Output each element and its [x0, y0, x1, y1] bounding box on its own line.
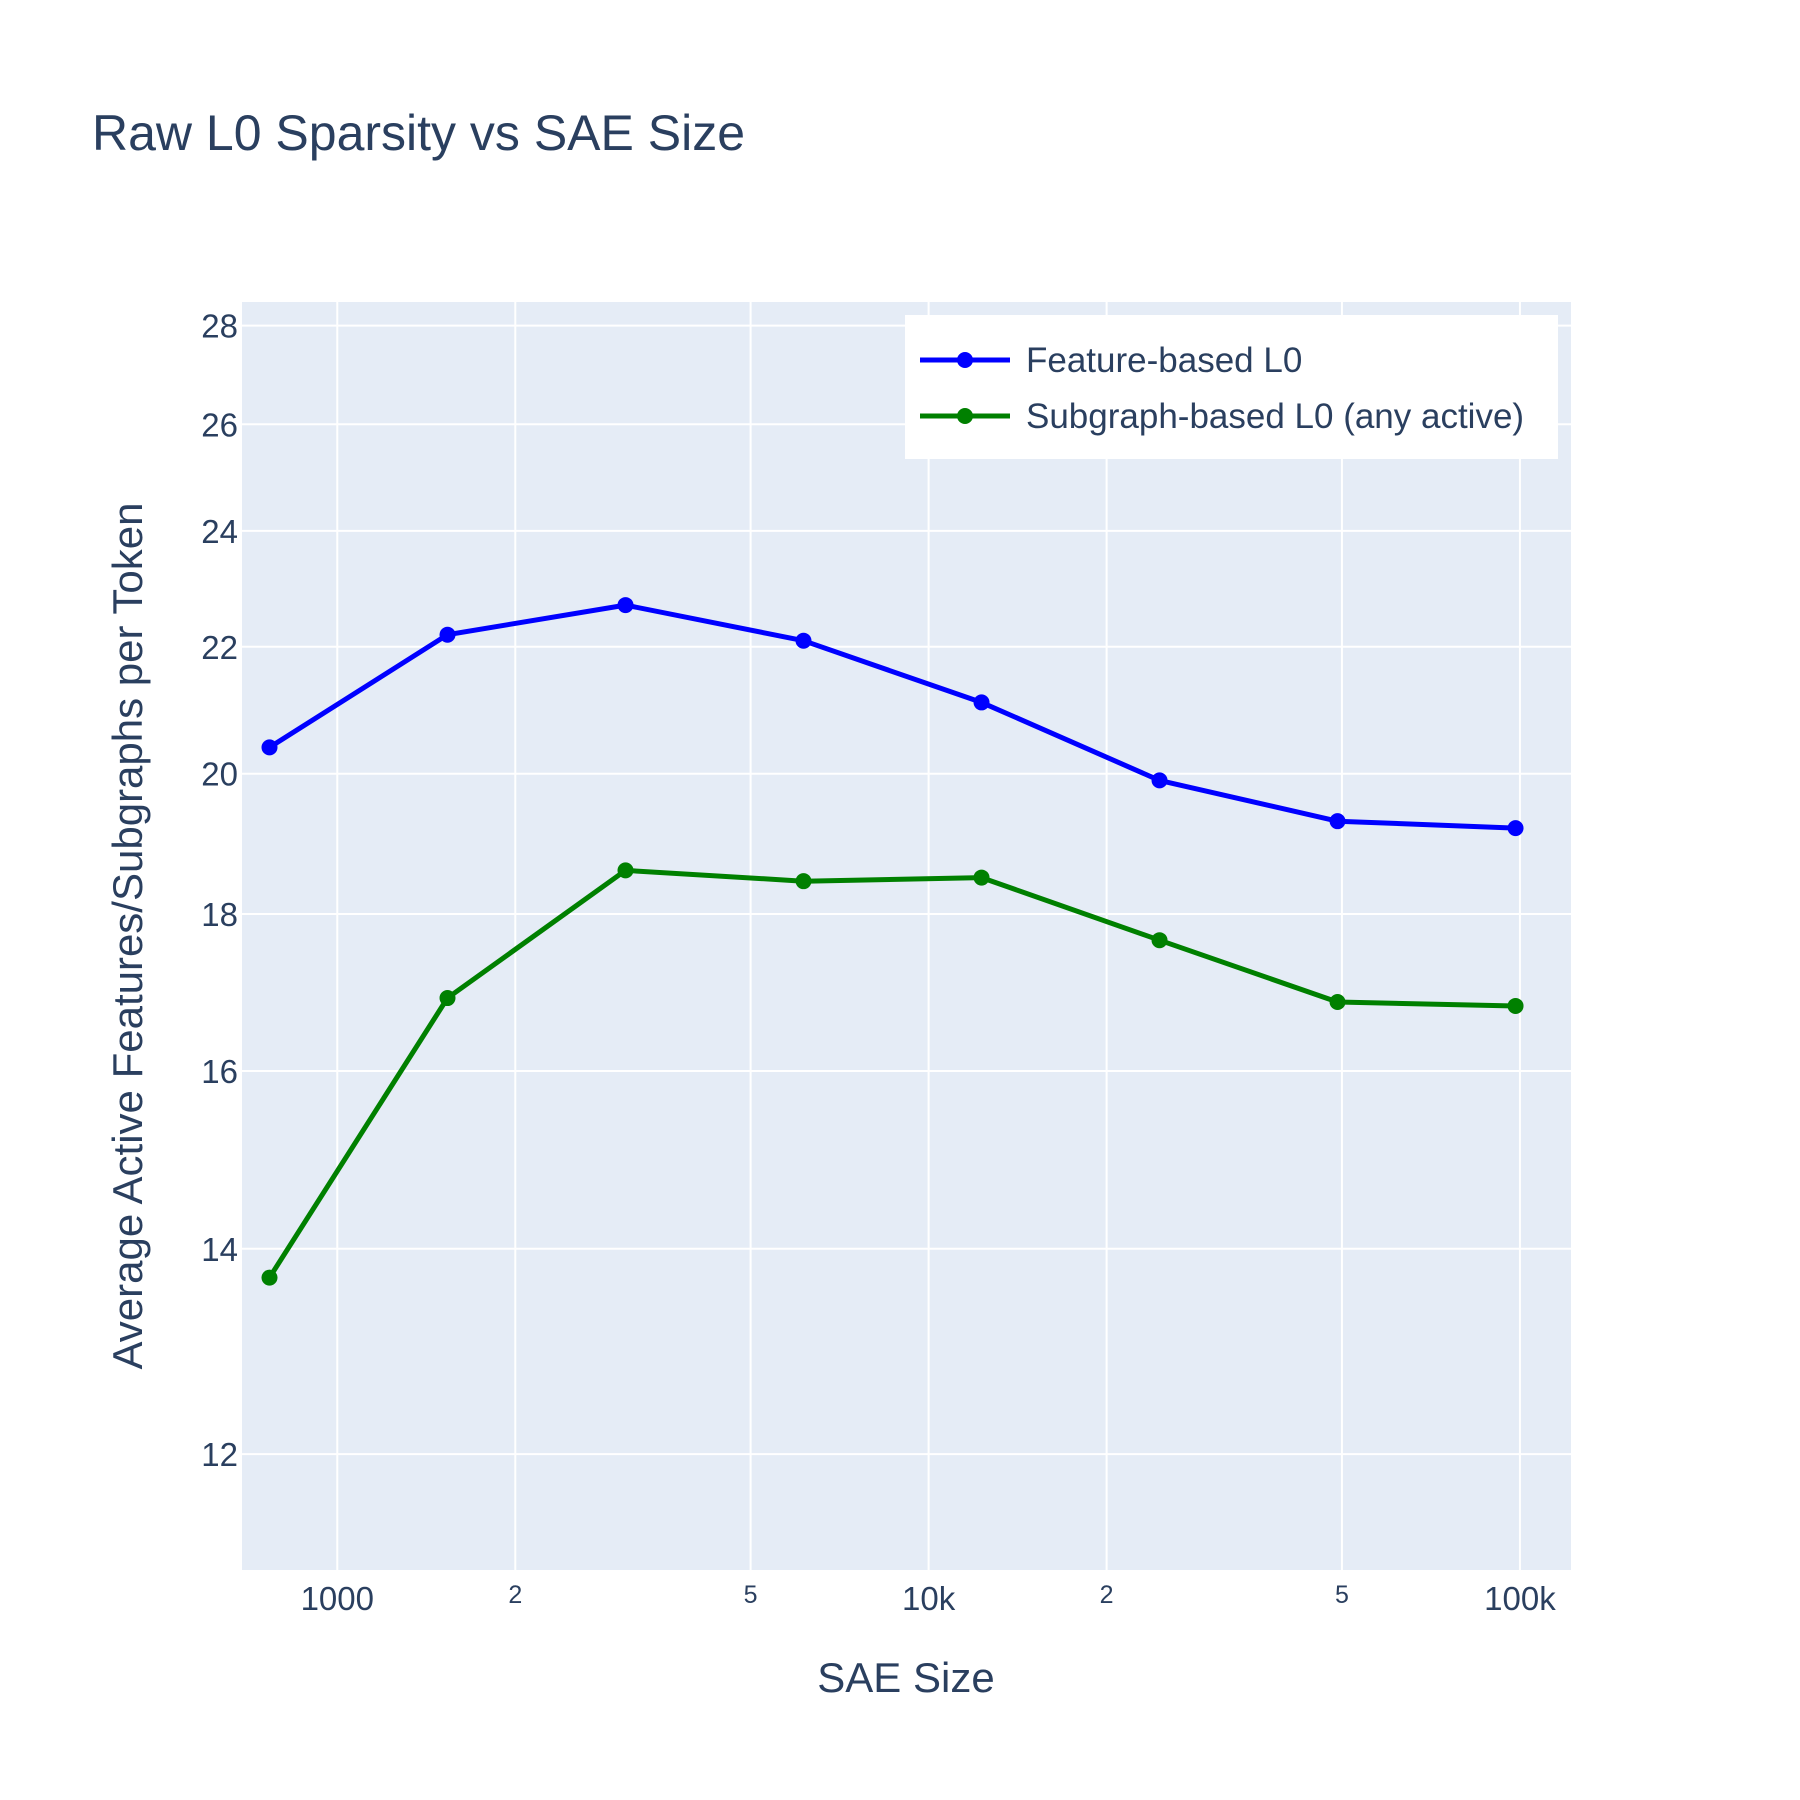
y-axis-ticks: 12 14 16 18 20 22 24 26 28	[201, 308, 238, 1474]
legend: Feature-based L0 Subgraph-based L0 (any …	[905, 315, 1558, 459]
legend-label-feature-based: Feature-based L0	[1026, 341, 1302, 380]
x-tick-label: 100k	[1484, 1580, 1556, 1617]
data-point-series-0	[1507, 820, 1524, 837]
x-tick-label: 1000	[301, 1580, 374, 1617]
data-point-series-1	[1329, 993, 1346, 1010]
y-tick-label: 12	[201, 1436, 238, 1473]
y-axis-title: Average Active Features/Subgraphs per To…	[104, 503, 151, 1370]
plot-area	[242, 302, 1571, 1570]
y-tick-label: 28	[201, 308, 238, 345]
data-point-series-1	[261, 1269, 278, 1286]
series-line-1	[267, 867, 1516, 1279]
legend-box	[905, 315, 1558, 459]
legend-marker-subgraph-based	[957, 408, 973, 424]
x-tick-label: 2	[508, 1581, 522, 1609]
x-axis-title: SAE Size	[817, 1654, 994, 1701]
x-tick-label: 5	[744, 1581, 758, 1609]
data-point-series-1	[973, 869, 990, 886]
data-point-series-1	[439, 990, 456, 1007]
data-point-series-0	[261, 739, 278, 756]
y-tick-label: 16	[201, 1053, 238, 1090]
grid	[242, 302, 1571, 1570]
data-point-series-1	[1507, 997, 1524, 1014]
x-tick-label: 5	[1335, 1581, 1349, 1609]
x-axis-ticks: 1000 2 5 10k 2 5 100k	[301, 1580, 1557, 1617]
series-layer	[261, 597, 1524, 1286]
x-tick-label: 10k	[902, 1580, 956, 1617]
series-line-0	[268, 602, 1516, 831]
y-tick-label: 24	[201, 513, 238, 550]
data-point-series-0	[795, 632, 812, 649]
data-point-series-1	[795, 873, 812, 890]
y-tick-label: 14	[201, 1231, 238, 1268]
y-tick-label: 26	[201, 406, 238, 443]
data-point-series-1	[1151, 932, 1168, 949]
y-tick-label: 18	[201, 896, 238, 933]
data-point-series-0	[439, 626, 456, 643]
y-tick-label: 22	[201, 629, 238, 666]
data-point-series-1	[617, 862, 634, 879]
data-point-series-0	[1329, 813, 1346, 830]
chart-title: Raw L0 Sparsity vs SAE Size	[92, 105, 745, 161]
x-tick-label: 2	[1100, 1581, 1114, 1609]
data-point-series-0	[973, 694, 990, 711]
data-point-series-0	[617, 597, 634, 614]
legend-label-subgraph-based: Subgraph-based L0 (any active)	[1026, 397, 1524, 436]
legend-marker-feature-based	[957, 352, 973, 368]
y-tick-label: 20	[201, 756, 238, 793]
data-point-series-0	[1151, 772, 1168, 789]
